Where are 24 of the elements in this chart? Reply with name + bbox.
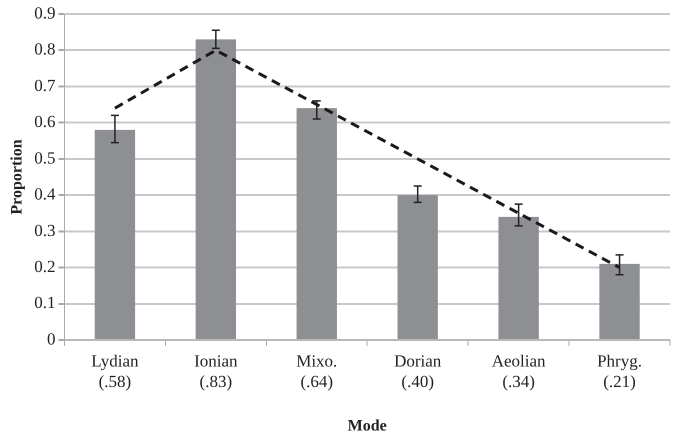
x-tick-label: Lydian (.58) bbox=[91, 352, 140, 392]
y-tick-label: 0.2 bbox=[34, 257, 56, 276]
bar bbox=[498, 216, 539, 339]
y-tick-label: 0.3 bbox=[34, 220, 56, 240]
x-tick-label: Ionian (.83) bbox=[194, 352, 238, 392]
bar bbox=[296, 108, 337, 339]
y-tick-label: 0 bbox=[46, 329, 56, 348]
y-tick-label: 0.9 bbox=[34, 3, 56, 22]
y-axis-title: Proportion bbox=[8, 139, 26, 215]
y-tick-label: 0.4 bbox=[34, 184, 56, 204]
x-tick-label: Dorian (.40) bbox=[394, 352, 442, 392]
x-tick-label: Mixo. (.64) bbox=[296, 352, 338, 392]
y-tick-label: 0.7 bbox=[34, 76, 56, 95]
x-axis-title: Mode bbox=[348, 418, 387, 435]
x-tick-label: Aeolian (.34) bbox=[492, 352, 546, 392]
y-tick-label: 0.5 bbox=[34, 148, 56, 168]
y-tick-label: 0.1 bbox=[34, 293, 56, 312]
bar bbox=[398, 195, 438, 339]
bar bbox=[94, 130, 136, 339]
bar bbox=[599, 264, 640, 339]
y-tick-label: 0.6 bbox=[34, 112, 56, 132]
y-tick-label: 0.8 bbox=[34, 40, 56, 59]
bar bbox=[196, 39, 236, 339]
x-tick-label: Phryg. (.21) bbox=[597, 352, 642, 392]
